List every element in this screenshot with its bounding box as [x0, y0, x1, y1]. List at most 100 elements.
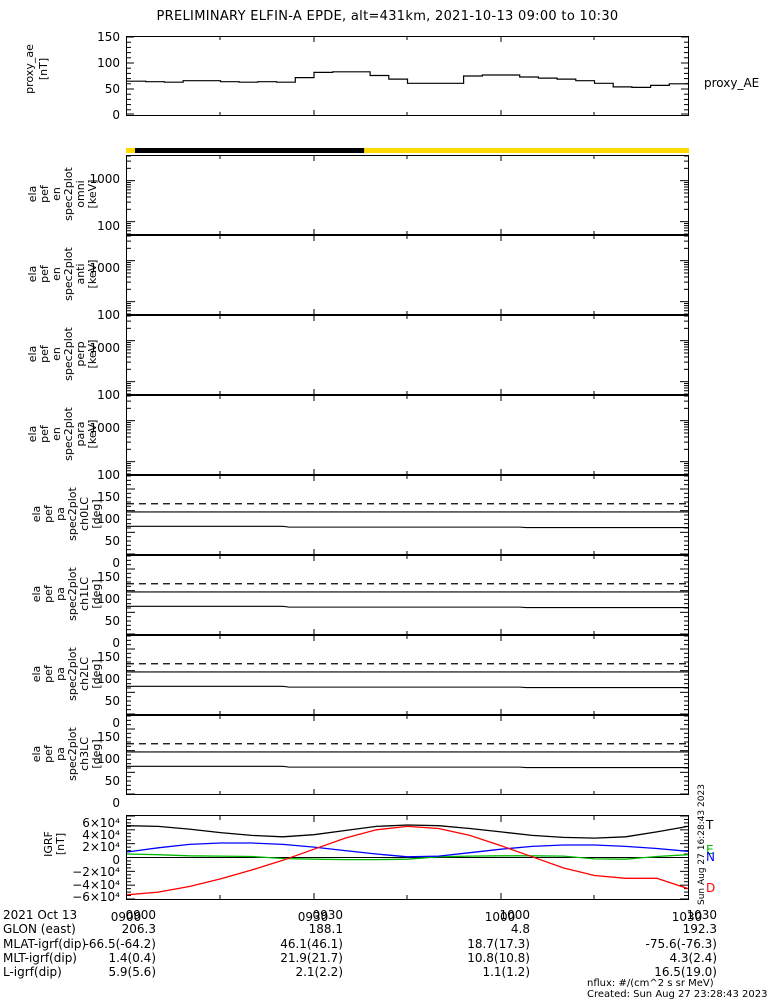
axis-title-en-anti-2: pef	[38, 232, 51, 316]
row-value: 192.3	[682, 922, 717, 937]
igrf-trace-N	[127, 842, 688, 858]
ytick-proxy-50: 50	[104, 82, 120, 96]
row-value: 188.1	[308, 922, 343, 937]
tick-marks	[127, 556, 688, 634]
panel-en-omni	[126, 155, 689, 235]
igrf-trace-E	[127, 853, 688, 861]
axis-title-line: pa	[54, 667, 67, 681]
panel-en-perp	[126, 315, 689, 395]
panel-pa-ch1lc-svg	[127, 556, 688, 634]
tick-marks	[127, 316, 688, 394]
tick-marks	[127, 396, 688, 474]
axis-title-pa-ch0-4: spec2plot	[66, 472, 79, 556]
axis-title-pa-ch0: ela	[30, 472, 43, 556]
tick-marks	[127, 236, 688, 314]
ytick-ch0-0: 0	[112, 556, 120, 570]
panel-pa-ch2lc	[126, 635, 689, 715]
tick-marks	[127, 716, 688, 794]
axis-title-line: pef	[38, 185, 51, 203]
ytick-ch1-50: 50	[104, 614, 120, 628]
panel-en-para	[126, 395, 689, 475]
axis-title-proxy-ae-unit: [nT]	[37, 30, 50, 108]
axis-title-line: [nT]	[37, 57, 50, 81]
axis-title-en-omni-3: en	[50, 152, 63, 236]
axis-title-en-omni: ela	[26, 152, 39, 236]
tick-marks	[127, 37, 688, 115]
axis-title-en-para: ela	[26, 392, 39, 476]
xtick-0900: 0900	[110, 910, 142, 924]
axis-title-en-omni-2: pef	[38, 152, 51, 236]
ytick-ch2-50: 50	[104, 694, 120, 708]
panel-pa-ch3lc-svg	[127, 716, 688, 794]
panel-pa-ch0lc	[126, 475, 689, 555]
ytick-anti-100: 100	[97, 308, 120, 322]
ytick-igrf-m2: −2×10⁴	[72, 865, 120, 879]
ytick-omni-100: 100	[97, 219, 120, 233]
ytick-ch3-150: 150	[97, 730, 120, 744]
axis-title-line: pef	[38, 425, 51, 443]
row-value: 1030	[686, 908, 717, 922]
ytick-igrf-0: 0	[112, 853, 120, 867]
row-label-lshell: L-igrf(dip)	[3, 965, 62, 980]
panel-en-omni-svg	[127, 156, 688, 234]
axis-title-en-para-5: para	[74, 392, 87, 476]
axis-title-line: pa	[54, 587, 67, 601]
row-value: 10.8(10.8)	[467, 950, 530, 965]
ytick-igrf-p4: 4×10⁴	[82, 828, 120, 842]
axis-title-line: en	[50, 427, 63, 441]
ytick-ch0-150: 150	[97, 490, 120, 504]
row-label-mlat: MLAT-igrf(dip)	[3, 936, 87, 951]
row-value: 4.8	[510, 922, 530, 937]
orbit-status-bar	[126, 143, 689, 153]
axis-title-line: perp	[74, 341, 87, 367]
orbit-status-bar-svg	[126, 148, 689, 153]
axis-title-line: pef	[42, 505, 55, 523]
row-value: 4.3(2.4)	[669, 950, 717, 965]
axis-title-line: spec2plot	[66, 487, 79, 541]
page-title: PRELIMINARY ELFIN-A EPDE, alt=431km, 202…	[156, 9, 619, 24]
axis-title-line: spec2plot	[66, 647, 79, 701]
panel-pa-ch1lc	[126, 555, 689, 635]
axis-title-pa-ch1-4: spec2plot	[66, 552, 79, 636]
ytick-para-1000: 1000	[89, 421, 120, 435]
axis-title-line: pa	[54, 747, 67, 761]
axis-title-pa-ch1-3: pa	[54, 552, 67, 636]
axis-title-line: ela	[30, 505, 43, 523]
ytick-proxy-100: 100	[97, 56, 120, 70]
ytick-perp-1000: 1000	[89, 341, 120, 355]
row-label-mlt: MLT-igrf(dip)	[3, 950, 77, 965]
axis-title-line: en	[50, 187, 63, 201]
axis-title-en-para-4: spec2plot	[62, 392, 75, 476]
axis-title-en-anti: ela	[26, 232, 39, 316]
axis-title-line: spec2plot	[62, 407, 75, 461]
igrf-legend-T: T	[706, 818, 714, 832]
axis-title-line: spec2plot	[62, 327, 75, 381]
created-note: Created: Sun Aug 27 23:28:43 2023	[587, 989, 768, 1000]
bar-segment	[135, 148, 365, 153]
axis-title-en-anti-5: anti	[74, 232, 87, 316]
igrf-trace-D	[127, 825, 688, 896]
row-value: 2.1(2.2)	[295, 965, 343, 980]
ytick-igrf-m6: −6×10⁴	[72, 890, 120, 904]
ytick-proxy-0: 0	[112, 108, 120, 122]
ytick-ch3-50: 50	[104, 774, 120, 788]
axis-title-line: anti	[74, 263, 87, 285]
lower-boundary-line	[127, 765, 688, 769]
axis-title-line: pef	[42, 585, 55, 603]
creation-stamp-rotated: Sun Aug 27 16:28:43 2023	[697, 784, 707, 905]
axis-title-igrf: IGRF	[42, 808, 55, 880]
row-value: 1.4(0.4)	[108, 950, 156, 965]
axis-title-line: ela	[26, 185, 39, 203]
ytick-ch1-0: 0	[112, 636, 120, 650]
axis-title-line: en	[50, 267, 63, 281]
row-value: 1000	[499, 908, 530, 922]
axis-title-line: pef	[38, 265, 51, 283]
axis-title-en-perp-3: en	[50, 312, 63, 396]
igrf-legend-D: D	[706, 881, 716, 895]
axis-title-pa-ch1: ela	[30, 552, 43, 636]
row-value: 5.9(5.6)	[108, 965, 156, 980]
axis-title-pa-ch1-2: pef	[42, 552, 55, 636]
axis-title-line: ela	[26, 345, 39, 363]
panel-igrf-svg	[127, 816, 688, 899]
